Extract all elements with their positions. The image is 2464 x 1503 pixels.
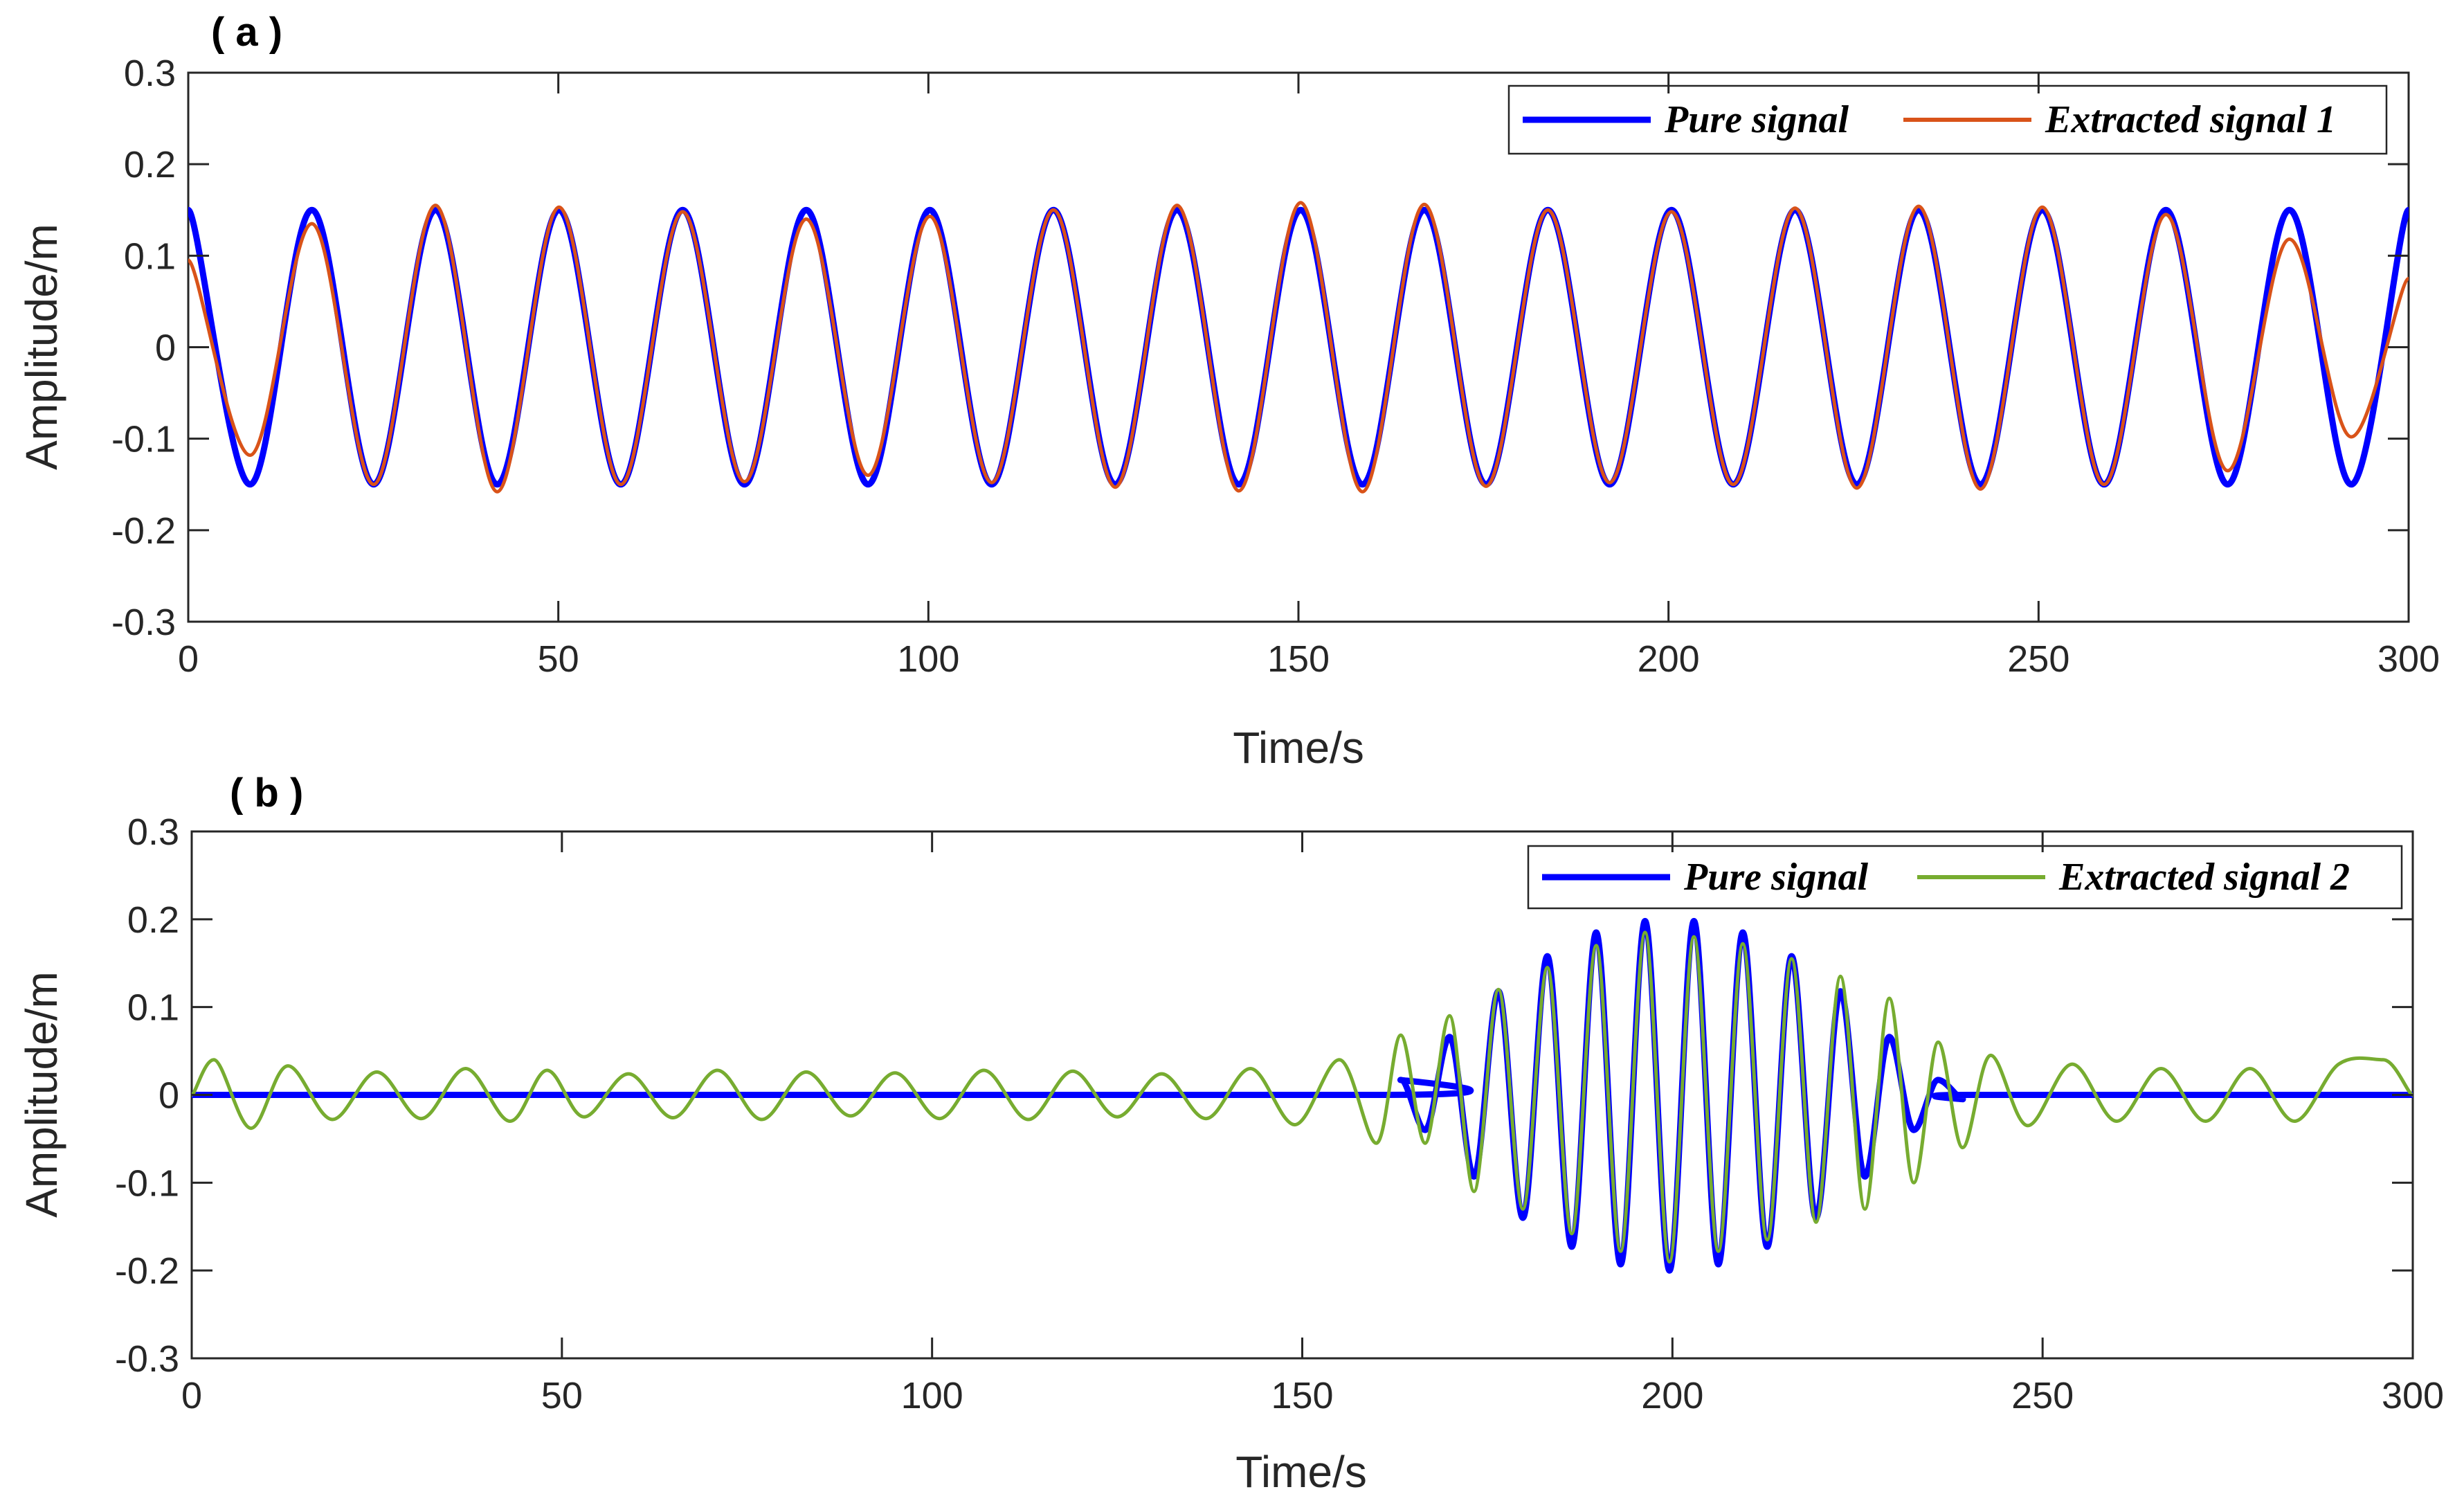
panel-a-x-axis-label: Time/s — [1233, 723, 1364, 773]
panel-b-x-tick-label: 150 — [1271, 1375, 1333, 1416]
panel-b-legend-label-extracted: Extracted signal 2 — [2058, 856, 2350, 899]
panel-b-legend-label-pure: Pure signal — [1683, 856, 1868, 899]
panel-a-legend-label-extracted: Extracted signal 1 — [2045, 98, 2336, 141]
panel-a-y-tick-label: -0.1 — [111, 419, 176, 460]
panel-b-x-tick-label: 250 — [2011, 1375, 2074, 1416]
panel-a-y-tick-label: 0.2 — [124, 144, 176, 186]
panel-b-x-tick-label: 0 — [181, 1375, 202, 1416]
panel-b-y-tick-label: 0 — [158, 1075, 179, 1117]
panel-a-x-tick-label: 100 — [897, 638, 959, 680]
panel-b-y-tick-label: -0.2 — [115, 1250, 179, 1292]
panel-a-x-tick-label: 250 — [2007, 638, 2069, 680]
panel-a-y-tick-label: -0.2 — [111, 510, 176, 552]
panel-b-y-tick-label: 0.2 — [127, 899, 179, 941]
panel-b-x-tick-label: 200 — [1641, 1375, 1703, 1416]
panel-a-y-axis-label: Amplitude/m — [17, 224, 66, 470]
panel-a-legend: Pure signal Extracted signal 1 — [1507, 84, 2388, 155]
panel-a-x-tick-label: 50 — [538, 638, 579, 680]
panel-a-x-tick-label: 300 — [2377, 638, 2440, 680]
panel-a-legend-label-pure: Pure signal — [1664, 98, 1849, 141]
panel-b: ( b ) Time/s Amplitude/m Pure signal Ext… — [17, 771, 2444, 1497]
panel-a-plot-area — [188, 201, 2409, 494]
panel-a-axes — [187, 71, 2410, 623]
panel-a-series-pure-signal-line — [188, 206, 2409, 488]
panel-b-x-axis-label: Time/s — [1235, 1447, 1367, 1497]
panel-a-label: ( a ) — [211, 10, 282, 55]
panel-b-y-axis-label: Amplitude/m — [17, 971, 66, 1218]
panel-b-plot-area — [192, 917, 2413, 1274]
panel-b-x-tick-label: 300 — [2382, 1375, 2444, 1416]
panel-a-y-tick-label: 0.3 — [124, 53, 176, 94]
panel-a-series-extracted-signal-line — [188, 201, 2409, 494]
panel-b-label: ( b ) — [230, 771, 303, 816]
panel-a-x-tick-label: 0 — [178, 638, 199, 680]
panel-a-y-tick-label: 0 — [155, 327, 176, 369]
panel-a: ( a ) Time/s Amplitude/m Pure signal Ext… — [17, 10, 2440, 773]
panel-b-y-tick-label: 0.1 — [127, 987, 179, 1029]
panel-b-y-tick-label: 0.3 — [127, 811, 179, 853]
panel-b-x-tick-label: 100 — [901, 1375, 963, 1416]
panel-a-y-tick-label: -0.3 — [111, 602, 176, 643]
panel-b-y-tick-label: -0.1 — [115, 1162, 179, 1204]
panel-b-legend: Pure signal Extracted signal 2 — [1527, 845, 2403, 910]
panel-b-series-extracted-signal-line — [192, 930, 2413, 1263]
panel-b-x-tick-label: 50 — [541, 1375, 583, 1416]
panel-a-x-tick-label: 200 — [1638, 638, 1700, 680]
panel-a-x-tick-label: 150 — [1267, 638, 1330, 680]
panel-b-y-tick-label: -0.3 — [115, 1338, 179, 1380]
panel-a-y-tick-label: 0.1 — [124, 235, 176, 277]
